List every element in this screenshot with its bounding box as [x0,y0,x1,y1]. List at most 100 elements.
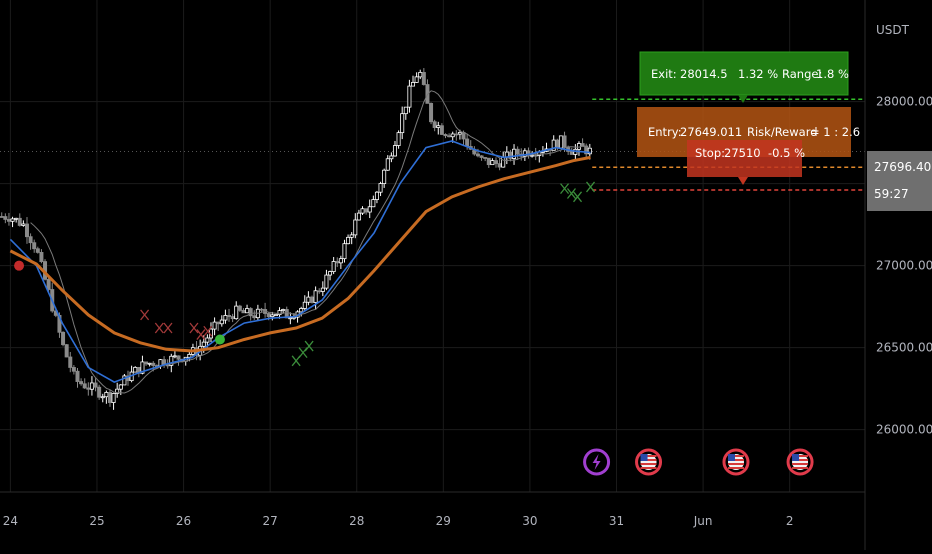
candle-body [89,382,94,390]
cross-stroke [304,340,314,352]
time-tick-label: 24 [3,514,18,528]
candle-body [407,85,412,108]
candle-body [39,252,44,262]
candle-body [558,135,563,149]
us-flag-icon[interactable] [635,448,663,476]
candle-body [483,157,488,159]
sell-signal-marker [154,322,164,334]
candle-body [530,154,535,157]
candle-body [241,309,246,314]
candle-body [555,139,560,149]
candle-body [302,301,307,309]
candle-body [169,355,174,366]
candle-body [86,387,91,390]
range-label: Range: [782,67,822,81]
flag-canton [727,454,735,461]
entry-value: 27649.011 [680,125,742,139]
flag-stripe [640,459,657,461]
candle-body [219,319,224,325]
candle-body [551,139,556,151]
candle-body [230,316,235,320]
range-value: 1.8 % [816,67,849,81]
time-axis[interactable]: 24 25 26 27 28 29 30 31 Jun 2 [3,514,794,528]
entry-label: Entry: [648,125,682,139]
last-price: 27696.4000 [874,160,932,174]
buy-signal-marker [586,181,596,193]
ema-fast-line [9,140,591,383]
candle-body [382,169,387,184]
candle-body [396,132,401,146]
candle-body [400,113,405,134]
time-tick-label: 27 [263,514,278,528]
currency-label: USDT [876,23,910,37]
cross-stroke [291,355,301,367]
last-price-background [867,151,932,211]
candle-body [533,154,538,157]
signal-dot [14,260,25,271]
candle-body [64,344,69,358]
candle-body [475,153,480,157]
candle-body [587,147,592,155]
bar-countdown: 59:27 [874,187,909,201]
ema-slow-line [9,155,591,353]
flag-canton [792,454,800,461]
time-tick-label: 25 [89,514,104,528]
flag-stripe [792,467,809,469]
signal-dot [214,334,225,345]
candle-body [320,287,325,292]
candle-body [61,331,66,346]
us-flag-icon[interactable] [786,448,814,476]
candle-body [97,386,102,398]
candle-body [317,290,322,293]
stop-label: Stop: [695,146,725,160]
candle-body [418,72,423,78]
candle-body [133,366,138,373]
candle-body [266,313,271,318]
candle-body [68,356,73,368]
stop-percent: -0.5 % [768,146,805,160]
candle-body [421,72,426,85]
time-tick-label: 31 [609,514,624,528]
us-flag-icon[interactable] [722,448,750,476]
sell-signal-marker [196,329,206,340]
flag-stripe [727,459,744,461]
candle-body [515,148,520,155]
candle-body [14,217,19,220]
candle-body [234,305,239,320]
candle-body [147,362,152,365]
candle-body [436,125,441,128]
candle-body [331,261,336,273]
candle-body [10,218,15,222]
time-tick-label: 2 [786,514,794,528]
candle-body [115,388,120,394]
candle-body [349,234,354,238]
candle-body [118,384,123,390]
candle-body [429,102,434,123]
candle-body [140,361,145,374]
candle-body [205,337,210,343]
flag-stripe [727,455,744,457]
cross-stroke [586,181,596,193]
event-markers[interactable] [583,448,814,476]
trade-panel[interactable]: Exit: 28014.5 1.32 % Range: 1.8 % Entry:… [637,51,860,185]
buy-signal-marker [560,183,570,195]
last-price-tag: 27696.4000 59:27 [867,151,932,211]
candle-body [457,131,462,135]
cross-stroke [203,325,213,337]
candle-body [252,315,257,319]
flag-stripe [792,463,809,465]
candle-body [107,392,112,403]
candle-body [270,314,275,318]
candle-body [432,121,437,128]
candle-body [439,125,444,135]
candle-body [389,155,394,160]
lightning-icon[interactable] [583,448,611,476]
stop-value: 27510 [724,146,761,160]
flag-stripe [640,463,657,465]
candle-body [277,310,282,316]
candle-body [508,151,513,159]
cross-stroke [189,322,199,334]
cross-stroke [154,322,164,334]
